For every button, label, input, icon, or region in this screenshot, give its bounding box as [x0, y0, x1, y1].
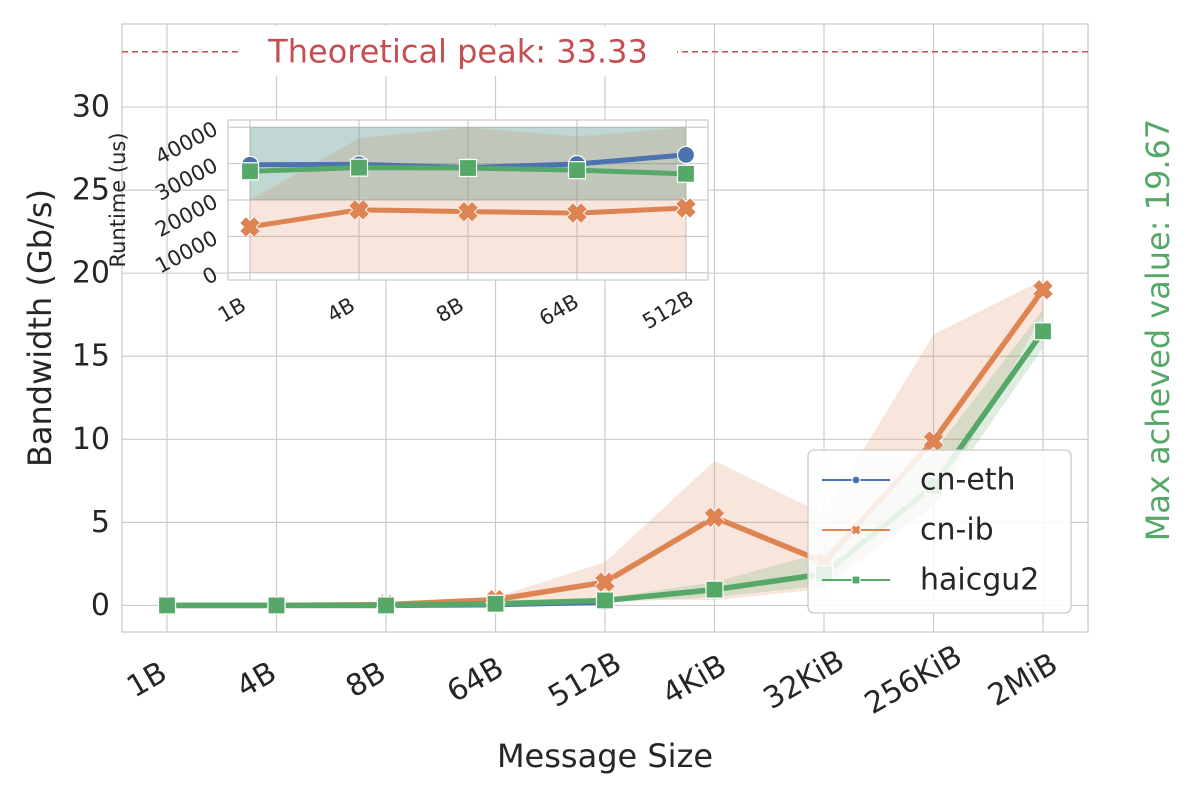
main-point-cn-ib: [923, 431, 944, 451]
main-y-tick-label: 15: [72, 339, 110, 374]
legend-marker-cn-ib: [851, 525, 861, 535]
main-y-tick-label: 30: [72, 90, 110, 125]
legend-marker-cn-eth: [851, 475, 861, 485]
inset-point-haicgu2: [567, 161, 587, 180]
x-axis-title: Message Size: [497, 737, 713, 775]
legend-label-cn-eth: cn-eth: [920, 463, 1016, 498]
main-y-tick-label: 20: [72, 256, 110, 291]
y-axis-title: Bandwidth (Gb/s): [21, 189, 59, 467]
max-achieved-annotation: Max acheved value: 19.67: [1139, 119, 1177, 542]
inset-point-cn-eth: [676, 145, 696, 165]
inset-point-haicgu2: [458, 158, 478, 178]
inset-point-haicgu2: [349, 158, 369, 177]
inset-point-cn-ib: [458, 201, 478, 222]
main-y-tick-label: 10: [72, 422, 110, 457]
main-x-tick-label: 4B: [231, 655, 283, 705]
main-point-haicgu2: [1033, 322, 1053, 341]
main-x-tick-label: 512B: [543, 645, 628, 714]
main-x-tick-label: 2MiB: [982, 646, 1063, 713]
main-point-haicgu2: [376, 596, 396, 615]
main-point-haicgu2: [486, 594, 505, 613]
legend: cn-eth cn-ib haicgu2: [807, 449, 1072, 614]
legend-box: [807, 449, 1072, 614]
legend-label-cn-ib: cn-ib: [920, 513, 994, 548]
main-x-tick-label: 1B: [121, 655, 173, 705]
main-x-tick-label: 4KiB: [656, 648, 732, 712]
main-point-haicgu2: [157, 596, 177, 615]
main-point-haicgu2: [595, 591, 615, 610]
main-point-haicgu2: [267, 596, 286, 615]
main-point-cn-ib: [704, 507, 725, 528]
theoretical-peak-label: Theoretical peak: 33.33: [267, 33, 648, 71]
peak-label-background: [240, 26, 677, 76]
legend-marker-haicgu2: [851, 575, 861, 585]
main-x-tick-label: 256KiB: [859, 638, 968, 721]
main-x-tick-label: 32KiB: [758, 643, 851, 717]
inset-y-axis-title: Runtime (us): [106, 132, 130, 267]
main-point-cn-ib: [1033, 280, 1053, 300]
inset-point-cn-ib: [567, 203, 587, 223]
main-y-tick-label: 25: [72, 173, 110, 208]
inset-point-haicgu2: [240, 162, 260, 181]
inset-point-cn-ib: [676, 198, 696, 218]
inset-point-cn-ib: [349, 200, 369, 220]
main-y-tick-label: 0: [91, 588, 110, 623]
main-point-cn-ib: [595, 572, 615, 592]
main-x-tick-label: 8B: [340, 655, 392, 705]
main-point-haicgu2: [705, 580, 724, 599]
main-x-tick-label: 64B: [441, 650, 509, 710]
inset-point-cn-ib: [240, 217, 260, 237]
inset-point-haicgu2: [676, 164, 696, 183]
main-y-tick-label: 5: [91, 505, 110, 540]
legend-label-haicgu2: haicgu2: [920, 563, 1039, 598]
